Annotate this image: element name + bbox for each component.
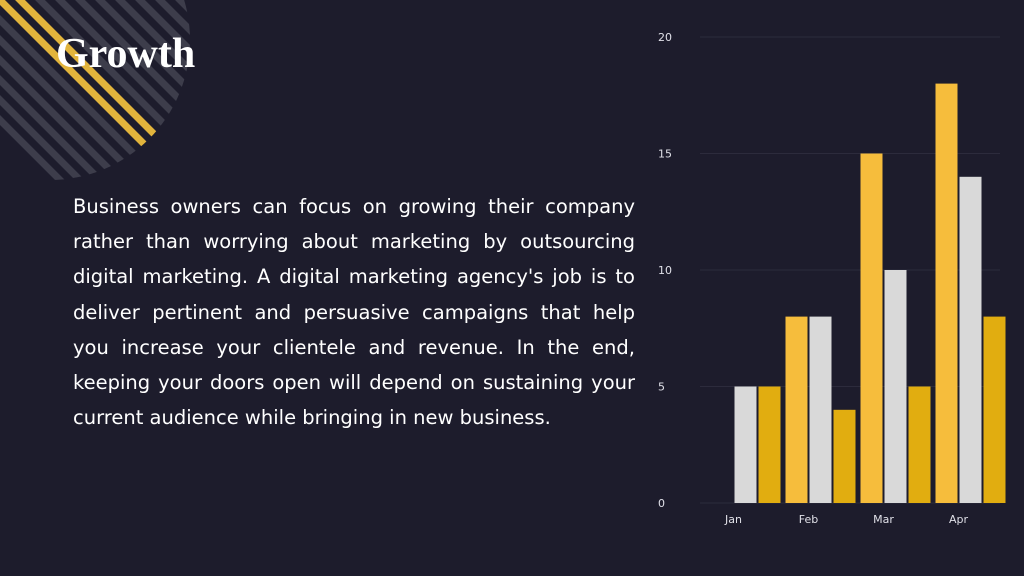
decor-stripe — [97, 0, 190, 180]
bar-apr-s1 — [935, 83, 958, 503]
decor-stripe — [0, 0, 190, 180]
bar-apr-s2 — [959, 176, 982, 504]
chart-bars — [734, 83, 1006, 504]
striped-circle-decoration — [0, 0, 190, 180]
bar-feb-s1 — [785, 316, 808, 503]
bar-mar-s3 — [908, 386, 931, 503]
bar-feb-s3 — [833, 409, 856, 503]
decor-stripe — [57, 0, 190, 180]
decor-stripe — [0, 0, 190, 180]
decor-stripe — [117, 0, 190, 180]
slide-title: Growth — [56, 31, 196, 77]
decor-stripe — [0, 0, 190, 180]
decor-stripe — [17, 0, 190, 180]
bar-mar-s1 — [860, 153, 883, 503]
chart-y-axis: 0 5 10 15 20 — [658, 31, 672, 510]
x-tick-label: Jan — [724, 513, 742, 526]
x-tick-label: Apr — [949, 513, 969, 526]
y-tick-label: 10 — [658, 264, 672, 277]
bar-chart: 0 5 10 15 20 Jan Feb Mar Apr — [658, 31, 1006, 526]
decor-stripe — [0, 0, 190, 180]
decor-stripe — [0, 0, 190, 180]
x-tick-label: Mar — [873, 513, 894, 526]
decor-stripe — [77, 0, 190, 180]
decor-stripe — [37, 0, 190, 180]
bar-mar-s2 — [884, 270, 907, 503]
y-tick-label: 20 — [658, 31, 672, 44]
decor-stripe — [0, 0, 163, 180]
y-tick-label: 0 — [658, 497, 665, 510]
chart-x-axis: Jan Feb Mar Apr — [724, 513, 968, 526]
bar-feb-s2 — [809, 316, 832, 503]
slide-body-text: Business owners can focus on growing the… — [73, 195, 635, 430]
y-tick-label: 5 — [658, 381, 665, 394]
bar-jan-s2 — [734, 386, 757, 503]
x-tick-label: Feb — [799, 513, 818, 526]
decor-stripe — [0, 0, 183, 180]
bar-apr-s3 — [983, 316, 1006, 503]
decor-stripe — [0, 0, 190, 180]
y-tick-label: 15 — [658, 148, 672, 161]
bar-jan-s3 — [758, 386, 781, 503]
